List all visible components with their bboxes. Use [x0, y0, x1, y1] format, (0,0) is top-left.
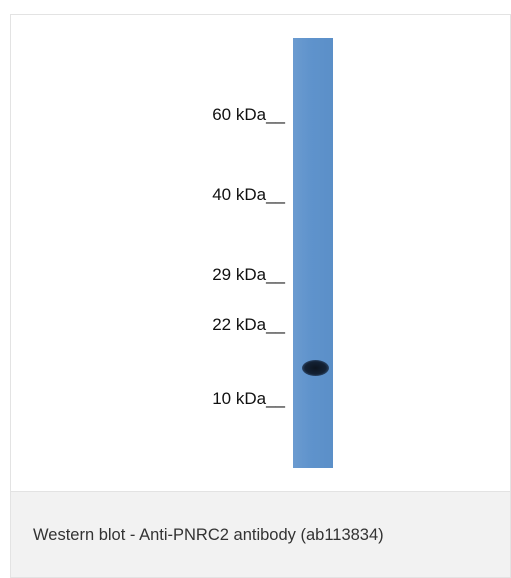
marker-40-kda: 40 kDa__ [212, 185, 285, 204]
marker-10-kda: 10 kDa__ [212, 389, 285, 408]
marker-60-kda: 60 kDa__ [212, 105, 285, 124]
figure-caption: Western blot - Anti-PNRC2 antibody (ab11… [33, 526, 384, 544]
marker-22-kda: 22 kDa__ [212, 315, 285, 334]
caption-area: Western blot - Anti-PNRC2 antibody (ab11… [11, 491, 510, 577]
western-blot-image: 60 kDa__ 40 kDa__ 29 kDa__ 22 kDa__ 10 k… [11, 15, 510, 491]
protein-band [302, 360, 329, 376]
marker-29-kda: 29 kDa__ [212, 265, 285, 284]
blot-lane [293, 38, 333, 468]
figure-card: 60 kDa__ 40 kDa__ 29 kDa__ 22 kDa__ 10 k… [10, 14, 511, 578]
